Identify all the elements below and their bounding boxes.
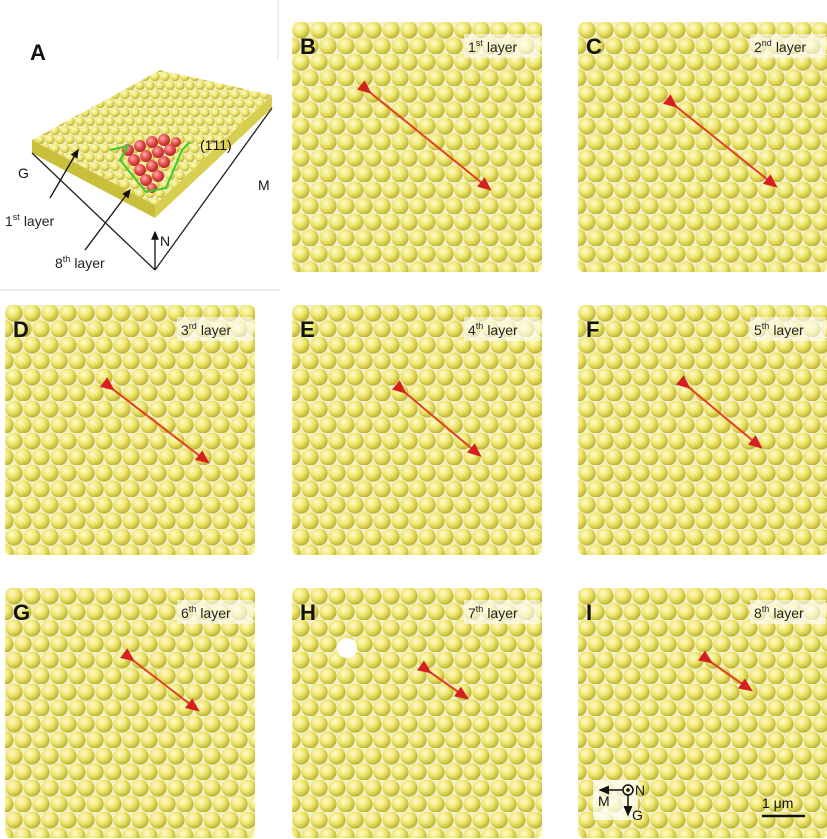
axis-label: N	[160, 233, 170, 249]
axis-label: G	[18, 165, 29, 181]
atom-layer	[292, 588, 542, 838]
layer-num: 4	[468, 322, 476, 338]
layer-num: 6	[181, 605, 189, 621]
layer-num: 2	[754, 39, 762, 55]
atom-layer	[578, 305, 827, 555]
panel-letter: A	[30, 40, 46, 65]
layer-sup: th	[476, 604, 484, 614]
panel-letter: G	[13, 600, 30, 625]
panel-letter: B	[300, 34, 316, 59]
panel-letter: C	[586, 34, 602, 59]
layer-num: 3	[181, 322, 189, 338]
layer-word: layer	[776, 39, 807, 55]
layer-sup: th	[476, 321, 484, 331]
layer-word: layer	[487, 322, 518, 338]
layer-num: 5	[754, 322, 762, 338]
figure: A (1̄11) G M N 1stlayer 8thlayer B1stlay…	[0, 0, 827, 839]
atom-layer	[292, 22, 542, 272]
layer-num: 1	[468, 39, 476, 55]
atom-layer	[292, 305, 542, 555]
panel-letter: I	[586, 600, 592, 625]
layer-sup: rd	[189, 321, 197, 331]
compass-label: G	[632, 807, 643, 823]
panel-letter: D	[13, 317, 29, 342]
axis-label: M	[258, 177, 270, 193]
atom-layer	[578, 22, 827, 272]
layer-sup: nd	[762, 38, 772, 48]
layer-num: 8	[754, 605, 762, 621]
layer-sup: th	[762, 321, 770, 331]
miller-index: (1̄11)	[200, 137, 232, 153]
layer-word: layer	[773, 322, 804, 338]
layer-word: layer	[487, 605, 518, 621]
compass-label: M	[598, 793, 610, 809]
scale-bar-label: 1 μm	[762, 795, 793, 811]
pointer-arrow	[85, 190, 130, 250]
panel-letter: F	[586, 317, 599, 342]
layer-sup: th	[189, 604, 197, 614]
layer-num: 7	[468, 605, 476, 621]
layer-sup: th	[762, 604, 770, 614]
layer-word: layer	[487, 39, 518, 55]
layer-word: layer	[200, 605, 231, 621]
atom-layer	[5, 305, 255, 555]
compass-label: N	[635, 782, 645, 798]
layer-sup: st	[476, 38, 484, 48]
layer-word: layer	[201, 322, 232, 338]
panel-letter: E	[300, 317, 315, 342]
vacancy	[337, 638, 357, 658]
atom-layer	[5, 588, 255, 838]
panel-letter: H	[300, 600, 316, 625]
layer-word: layer	[773, 605, 804, 621]
